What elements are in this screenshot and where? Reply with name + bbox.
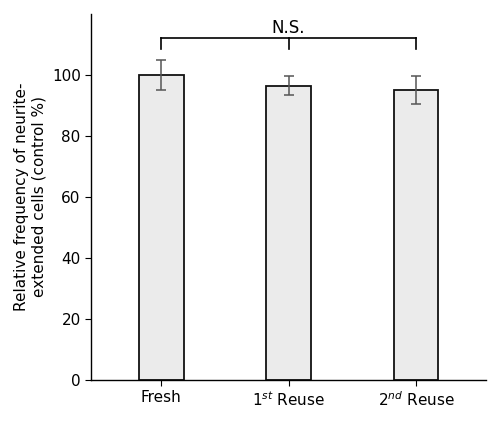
Text: N.S.: N.S.: [272, 19, 306, 37]
Bar: [266, 85, 311, 380]
Bar: [139, 75, 184, 380]
Y-axis label: Relative frequency of neurite-
extended cells (control %): Relative frequency of neurite- extended …: [14, 82, 46, 311]
Bar: [394, 90, 438, 380]
